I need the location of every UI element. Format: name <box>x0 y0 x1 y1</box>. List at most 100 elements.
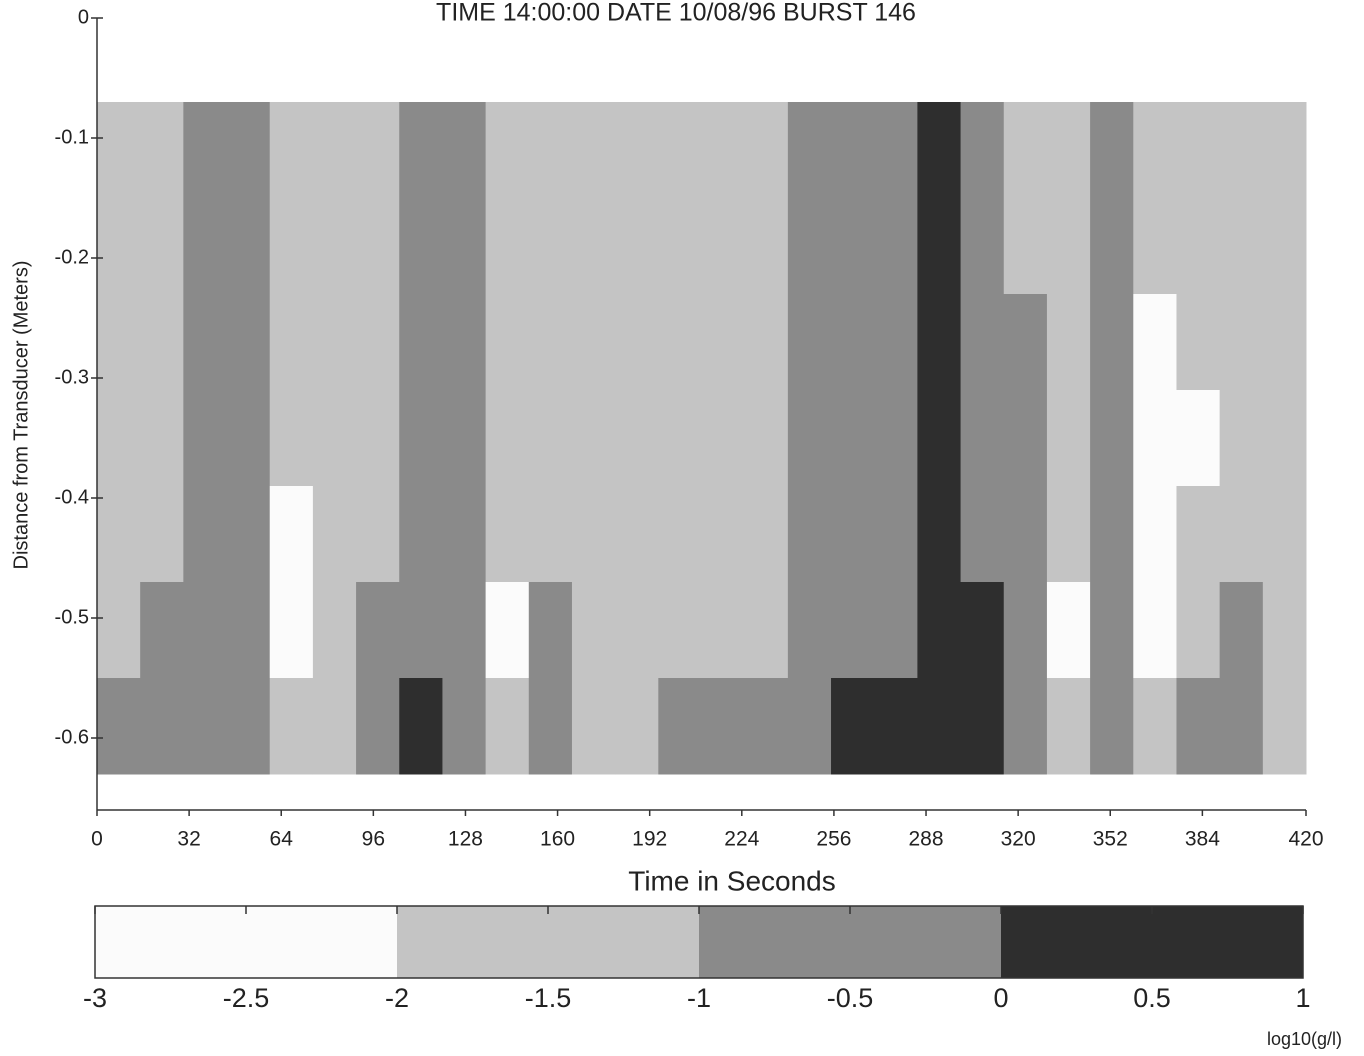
heatmap-cell <box>183 390 228 487</box>
heatmap-cell <box>1262 102 1307 199</box>
colorbar-tick-label: 1 <box>1295 983 1310 1013</box>
heatmap-cell <box>97 198 141 295</box>
x-tick-label: 384 <box>1185 828 1220 851</box>
heatmap-cell <box>442 678 487 775</box>
heatmap-cell <box>571 486 616 583</box>
colorbar-label: log10(g/l) <box>1267 1029 1342 1049</box>
heatmap-cell <box>571 582 616 679</box>
heatmap-cell <box>1046 198 1091 295</box>
heatmap-cell <box>1133 582 1177 679</box>
heatmap-cell <box>269 198 314 295</box>
heatmap-cell <box>1090 390 1134 487</box>
heatmap-cell <box>917 486 962 583</box>
heatmap-cell <box>1046 486 1091 583</box>
heatmap-cell <box>226 582 271 679</box>
chart-title: TIME 14:00:00 DATE 10/08/96 BURST 146 <box>436 0 916 27</box>
colorbar-swatch <box>699 906 1001 978</box>
heatmap-cell <box>744 294 789 391</box>
heatmap-cell <box>831 582 875 679</box>
heatmap-cell <box>1003 102 1048 199</box>
heatmap-cell <box>528 678 573 775</box>
heatmap-cell <box>356 294 400 391</box>
heatmap-cell <box>831 102 875 199</box>
heatmap-cell <box>701 582 746 679</box>
heatmap-cell <box>1176 198 1221 295</box>
heatmap-cell <box>874 294 918 391</box>
colorbar-tick-label: -3 <box>83 983 107 1013</box>
heatmap-cell <box>701 486 746 583</box>
heatmap-cell <box>1003 390 1048 487</box>
heatmap-cell <box>485 294 530 391</box>
heatmap-cell <box>571 198 616 295</box>
heatmap-cell <box>960 486 1005 583</box>
heatmap-cell <box>658 678 702 775</box>
y-tick-label: 0 <box>78 6 89 28</box>
x-tick-label: 288 <box>909 828 944 851</box>
heatmap-cell <box>399 294 443 391</box>
heatmap-cell <box>571 390 616 487</box>
heatmap-cell <box>1046 102 1091 199</box>
heatmap-cell <box>960 102 1005 199</box>
heatmap-cell <box>787 198 832 295</box>
heatmap-cell <box>917 102 962 199</box>
heatmap-cell <box>1133 294 1177 391</box>
heatmap-cell <box>140 390 184 487</box>
heatmap-cell <box>1090 486 1134 583</box>
heatmap-cell <box>399 198 443 295</box>
heatmap-cell <box>1003 486 1048 583</box>
heatmap-cell <box>1090 102 1134 199</box>
heatmap-cell <box>356 102 400 199</box>
heatmap-cell <box>528 486 573 583</box>
y-tick-label: -0.4 <box>55 486 89 508</box>
heatmap-cell <box>528 102 573 199</box>
heatmap-cell <box>485 678 530 775</box>
y-tick-label: -0.2 <box>55 246 89 268</box>
heatmap-cell <box>831 678 875 775</box>
heatmap-cell <box>356 390 400 487</box>
x-tick-label: 224 <box>724 828 759 851</box>
heatmap-cell <box>874 678 918 775</box>
heatmap-cell <box>140 294 184 391</box>
heatmap-cell <box>1176 582 1221 679</box>
heatmap-cell <box>1003 198 1048 295</box>
heatmap-cell <box>183 582 228 679</box>
colorbar-tick-label: 0.5 <box>1133 983 1171 1013</box>
heatmap-cell <box>571 102 616 199</box>
x-tick-label: 320 <box>1001 828 1036 851</box>
x-tick-label: 0 <box>91 828 103 851</box>
heatmap-cell <box>917 390 962 487</box>
heatmap-cell <box>1090 582 1134 679</box>
heatmap-cell <box>1046 294 1091 391</box>
heatmap-cell <box>917 678 962 775</box>
heatmap-cell <box>658 486 702 583</box>
heatmap-cell <box>1090 678 1134 775</box>
heatmap-cell <box>787 294 832 391</box>
heatmap-cell <box>442 198 487 295</box>
colorbar-tick-label: -1 <box>687 983 711 1013</box>
x-axis-label: Time in Seconds <box>628 865 836 896</box>
heatmap-cell <box>960 390 1005 487</box>
heatmap-cell <box>312 582 357 679</box>
heatmap-cell <box>1003 582 1048 679</box>
colorbar-swatch <box>397 906 699 978</box>
heatmap-cell <box>960 678 1005 775</box>
heatmap-cell <box>917 198 962 295</box>
heatmap-cell <box>269 294 314 391</box>
heatmap-cell <box>744 678 789 775</box>
heatmap-cell <box>399 102 443 199</box>
heatmap-cell <box>787 390 832 487</box>
heatmap-cell <box>312 102 357 199</box>
heatmap-cell <box>658 390 702 487</box>
x-tick-label: 352 <box>1093 828 1128 851</box>
heatmap-cell <box>874 582 918 679</box>
heatmap-cell <box>485 102 530 199</box>
heatmap-cell <box>1262 294 1307 391</box>
heatmap-cell <box>442 102 487 199</box>
y-tick-label: -0.3 <box>55 366 89 388</box>
heatmap-cell <box>140 198 184 295</box>
heatmap-cell <box>528 582 573 679</box>
heatmap-cell <box>744 102 789 199</box>
heatmap-cell <box>485 582 530 679</box>
heatmap-cell <box>1219 390 1264 487</box>
